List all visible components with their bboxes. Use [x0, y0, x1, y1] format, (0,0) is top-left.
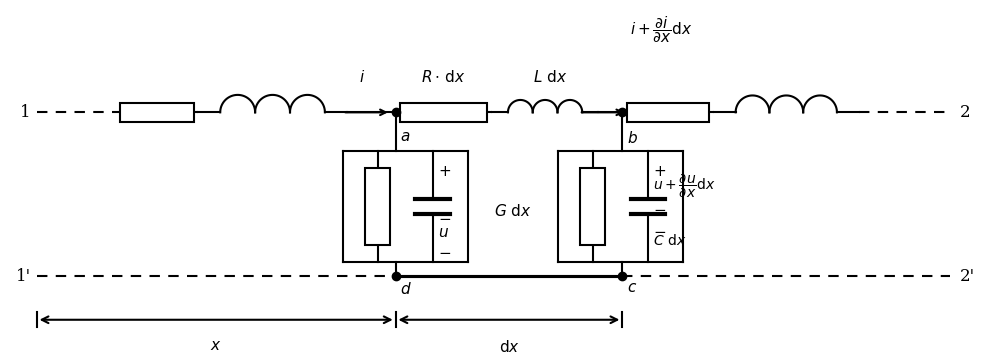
Text: 1: 1 [20, 104, 31, 121]
Text: $-$: $-$ [653, 202, 666, 216]
Text: $d$: $d$ [400, 281, 412, 297]
Text: $a$: $a$ [400, 130, 411, 144]
Text: $x$: $x$ [210, 339, 222, 353]
Text: $+$: $+$ [653, 165, 666, 179]
Bar [120, 103, 194, 122]
Text: $G\ \mathrm{d}x$: $G\ \mathrm{d}x$ [494, 203, 532, 219]
Text: 2: 2 [960, 104, 971, 121]
Text: $-$: $-$ [438, 245, 451, 258]
Text: 2': 2' [960, 268, 975, 285]
Text: $-$: $-$ [438, 211, 451, 225]
Text: $b$: $b$ [627, 130, 638, 146]
Text: $u$: $u$ [438, 226, 449, 240]
Bar [365, 168, 390, 245]
Text: $c$: $c$ [627, 281, 637, 295]
Text: $i$: $i$ [359, 69, 365, 85]
Text: $L\ \mathrm{d}x$: $L\ \mathrm{d}x$ [533, 69, 567, 85]
Text: 1': 1' [16, 268, 31, 285]
Bar [400, 103, 487, 122]
Text: $i+\dfrac{\partial i}{\partial x}\mathrm{d}x$: $i+\dfrac{\partial i}{\partial x}\mathrm… [630, 14, 692, 45]
Bar [580, 168, 605, 245]
Bar [627, 103, 709, 122]
Text: $R\cdot\,\mathrm{d}x$: $R\cdot\,\mathrm{d}x$ [421, 69, 466, 85]
Text: $u+\dfrac{\partial u}{\partial x}\mathrm{d}x$: $u+\dfrac{\partial u}{\partial x}\mathrm… [653, 172, 715, 200]
Text: $\mathrm{d}x$: $\mathrm{d}x$ [499, 339, 519, 355]
Text: $C\ \mathrm{d}x$: $C\ \mathrm{d}x$ [653, 233, 686, 248]
Text: $+$: $+$ [438, 165, 451, 179]
Text: $-$: $-$ [653, 224, 666, 238]
